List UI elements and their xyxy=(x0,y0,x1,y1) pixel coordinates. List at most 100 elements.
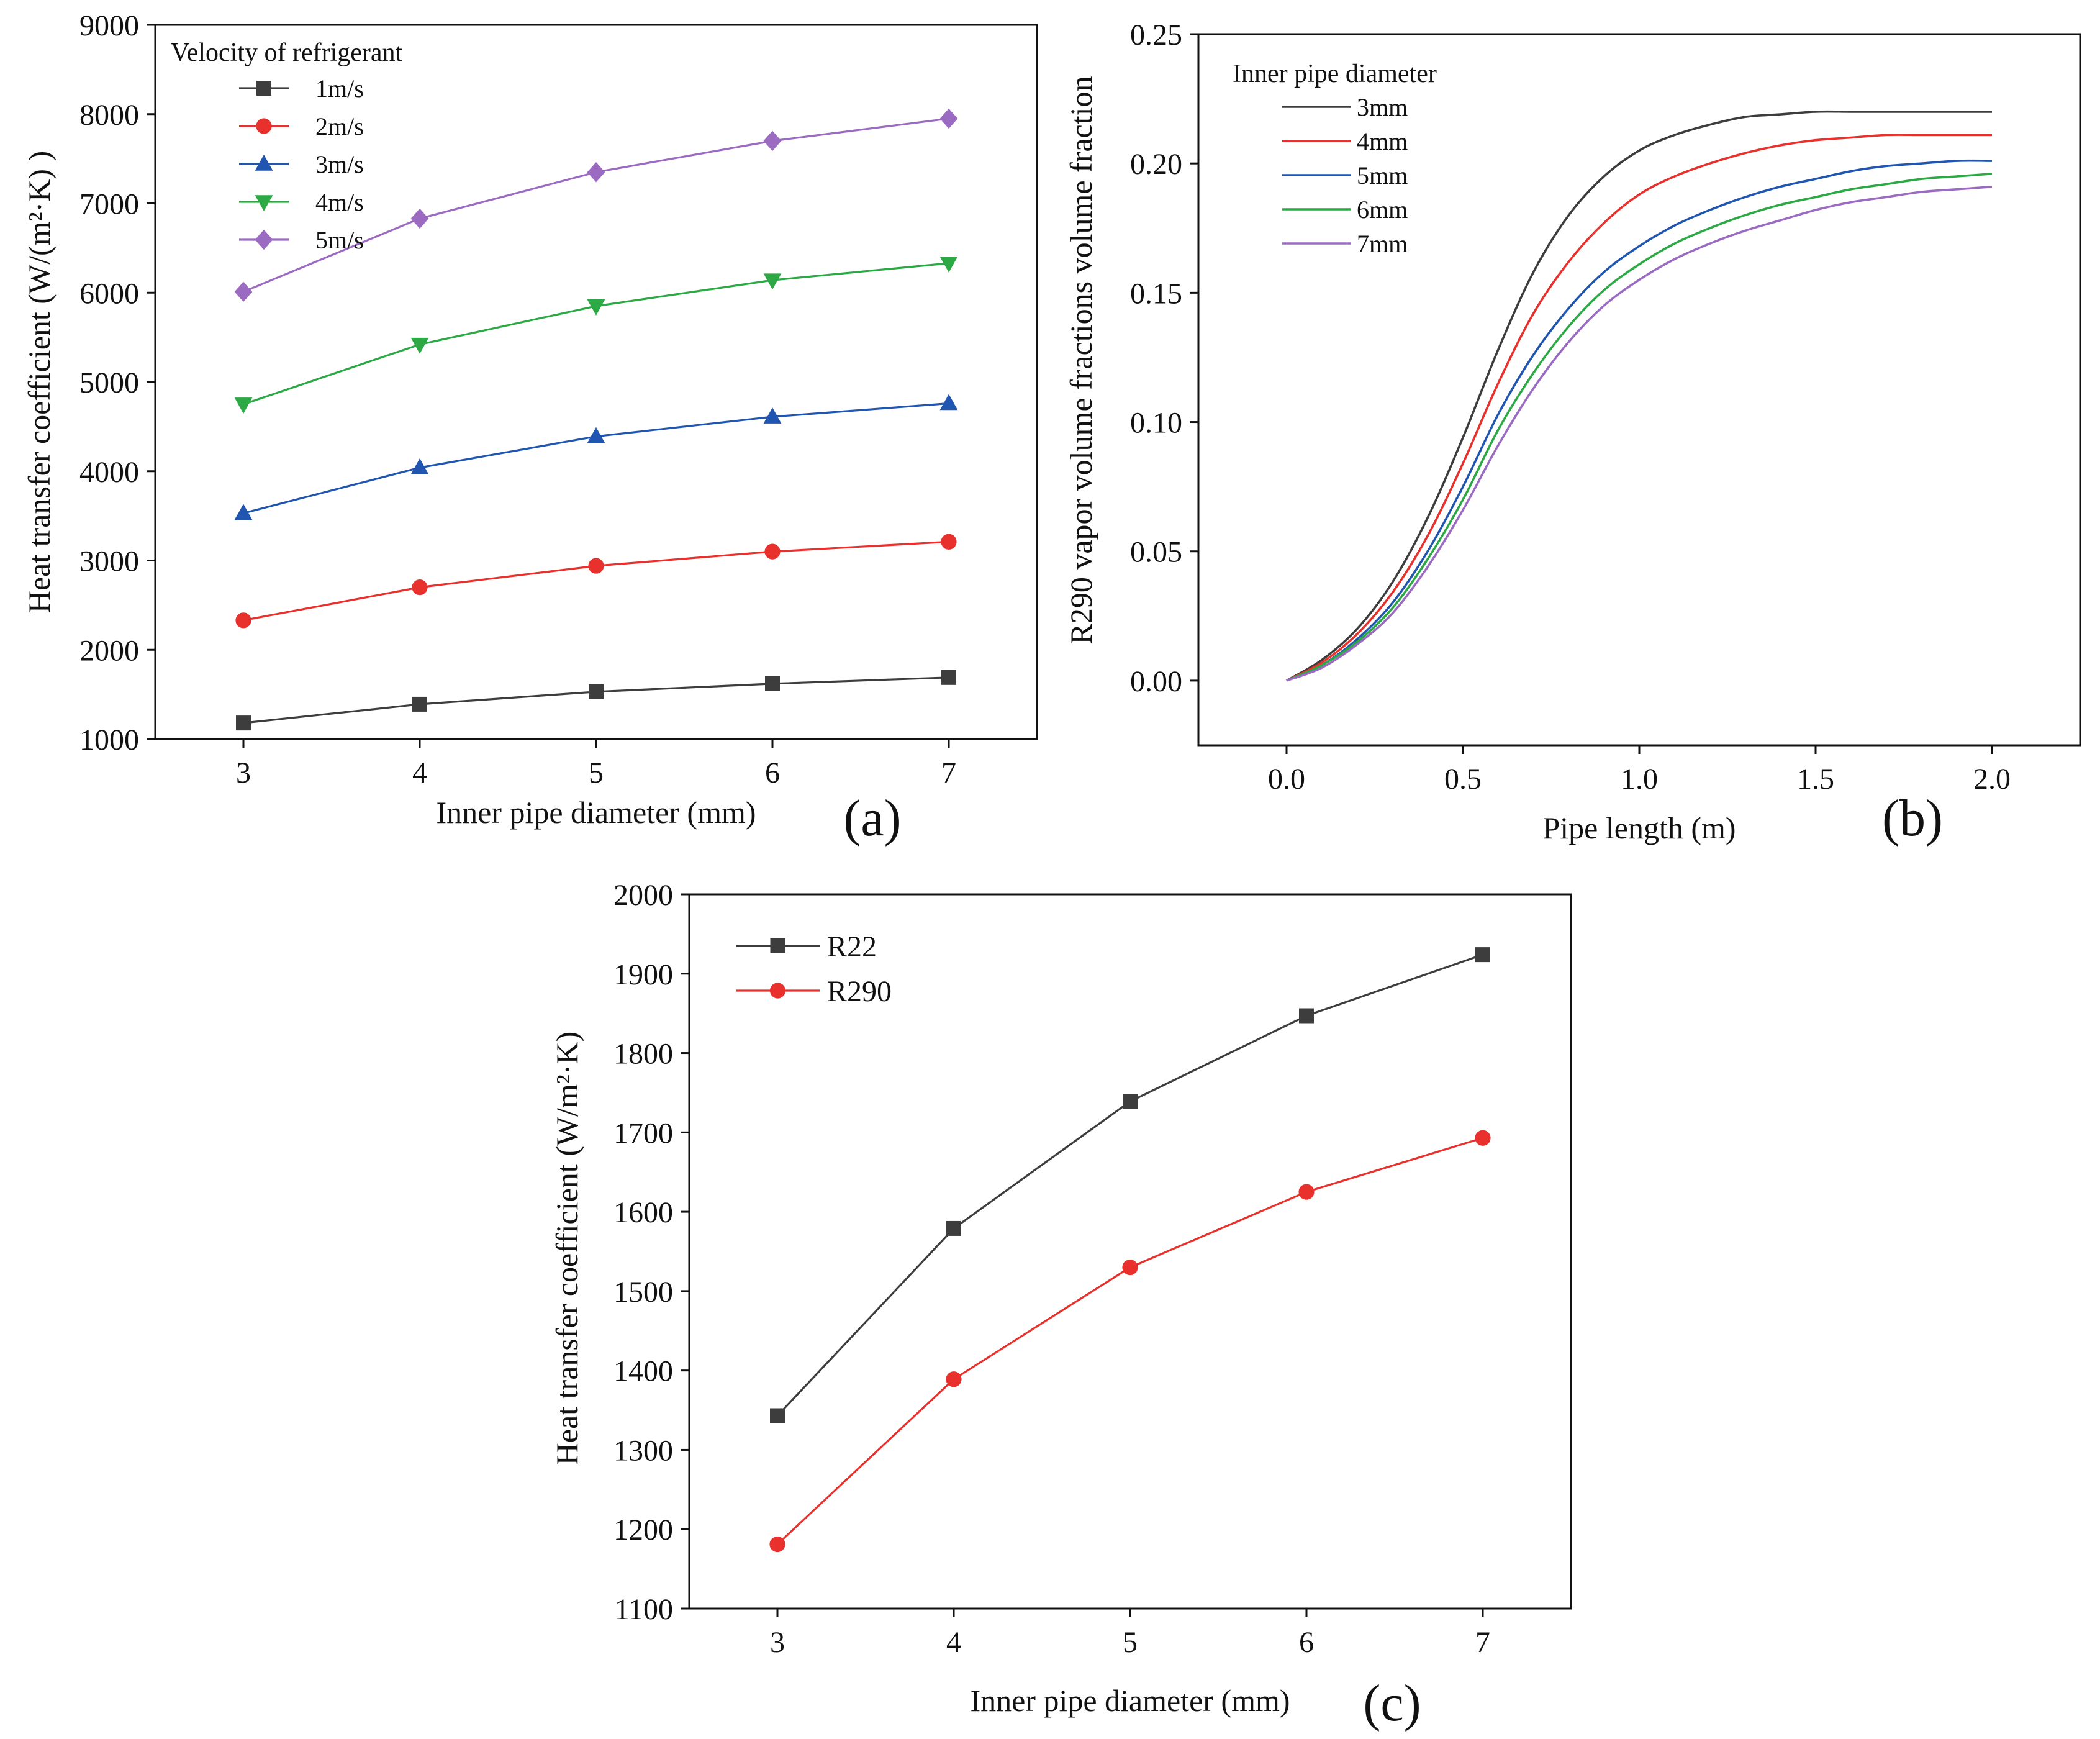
data-point-2m/s xyxy=(764,543,781,560)
data-point-4m/s xyxy=(763,273,782,290)
legend-label-2m/s: 2m/s xyxy=(315,112,364,140)
legend-label-3m/s: 3m/s xyxy=(315,150,364,178)
legend-label-R290: R290 xyxy=(827,975,892,1008)
data-point-2m/s xyxy=(588,558,604,574)
chart-a-ylabel: Heat transfer coefficient (W/(m²·K) ) xyxy=(22,151,57,613)
x-tick-label: 1.5 xyxy=(1797,763,1834,796)
data-point-R290 xyxy=(1298,1184,1315,1200)
chart-c-xlabel: Inner pipe diameter (mm) xyxy=(970,1683,1290,1718)
series-line-3mm xyxy=(1286,110,1992,682)
chart-b-panel-label: (b) xyxy=(1882,789,1943,847)
chart-a-legend-title: Velocity of refrigerant xyxy=(171,39,402,67)
data-point-1m/s xyxy=(412,696,427,712)
y-tick-label: 1500 xyxy=(613,1276,673,1309)
legend-label-4m/s: 4m/s xyxy=(315,188,364,216)
x-tick-label: 0.5 xyxy=(1444,763,1482,796)
y-tick-label: 0.20 xyxy=(1130,148,1182,181)
data-point-2m/s xyxy=(412,579,428,596)
data-point-R22 xyxy=(1299,1008,1314,1024)
y-tick-label: 1100 xyxy=(615,1593,673,1626)
data-point-4m/s xyxy=(234,397,253,414)
data-point-3m/s xyxy=(234,504,253,520)
chart-c-panel-label: (c) xyxy=(1363,1674,1421,1732)
legend-label-5m/s: 5m/s xyxy=(315,226,364,254)
legend-marker-3m/s xyxy=(255,155,273,171)
data-point-2m/s xyxy=(941,534,957,550)
y-tick-label: 9000 xyxy=(79,9,139,42)
legend-marker-4m/s xyxy=(255,195,273,211)
chart-b-xlabel: Pipe length (m) xyxy=(1542,810,1736,845)
data-point-1m/s xyxy=(589,684,604,699)
legend-label-6mm: 6mm xyxy=(1357,196,1408,224)
y-tick-label: 1300 xyxy=(613,1434,673,1467)
data-point-3m/s xyxy=(763,407,782,424)
data-point-5m/s xyxy=(939,108,958,129)
series-line-R290 xyxy=(776,1137,1483,1545)
data-point-3m/s xyxy=(410,458,429,474)
y-tick-label: 8000 xyxy=(79,99,139,132)
series-line-5mm xyxy=(1286,159,1993,682)
chart-b-legend-title: Inner pipe diameter xyxy=(1233,60,1437,88)
x-tick-label: 0.0 xyxy=(1268,763,1305,796)
y-tick-label: 4000 xyxy=(79,456,139,489)
series-line-2m/s xyxy=(243,540,949,622)
x-tick-label: 7 xyxy=(1475,1626,1490,1659)
chart-c-ylabel: Heat transfer coefficient (W/m²·K) xyxy=(550,1032,584,1465)
data-point-1m/s xyxy=(941,670,956,685)
data-point-R290 xyxy=(946,1371,962,1387)
data-point-1m/s xyxy=(765,676,780,691)
legend-label-4mm: 4mm xyxy=(1357,127,1408,155)
chart-b-ylabel: R290 vapor volume fractions volume fract… xyxy=(1064,76,1098,644)
x-tick-label: 6 xyxy=(765,756,780,789)
data-point-3m/s xyxy=(587,427,605,443)
y-tick-label: 0.00 xyxy=(1130,665,1182,698)
y-tick-label: 0.15 xyxy=(1130,277,1182,310)
chart-a-plot-frame xyxy=(154,24,1038,740)
y-tick-label: 1200 xyxy=(613,1514,673,1546)
data-point-3m/s xyxy=(939,394,958,411)
data-point-R290 xyxy=(769,1536,785,1553)
data-point-5m/s xyxy=(763,130,782,152)
legend-marker-R290 xyxy=(769,983,786,999)
legend-marker-5m/s xyxy=(255,229,273,250)
chart-b: 0.0 0.5 1.0 1.5 2.00.000.050.100.150.200.25 … xyxy=(1064,19,2081,847)
data-point-R290 xyxy=(1122,1259,1138,1276)
data-point-R22 xyxy=(770,1408,785,1423)
legend-label-3mm: 3mm xyxy=(1357,93,1408,121)
chart-c: 3 4 5 6 7 1100 1200 1300 1400 1500 1600 1700 1800 190… xyxy=(550,879,1572,1732)
y-tick-label: 0.10 xyxy=(1130,407,1182,440)
data-point-5m/s xyxy=(410,208,429,229)
y-tick-label: 1900 xyxy=(613,958,673,991)
legend-marker-R22 xyxy=(770,938,785,953)
x-tick-label: 5 xyxy=(589,756,604,789)
data-point-4m/s xyxy=(587,299,605,316)
chart-a: 3 4 5 6 7 1000 2000 3000 4000 5000 6000 7000 8000 900… xyxy=(22,9,1038,847)
y-tick-label: 0.25 xyxy=(1130,19,1182,52)
series-line-4m/s xyxy=(243,262,949,406)
x-tick-label: 1.0 xyxy=(1621,763,1658,796)
legend-marker-2m/s xyxy=(256,118,272,134)
y-tick-label: 1000 xyxy=(79,724,139,756)
y-tick-label: 1600 xyxy=(613,1196,673,1229)
data-point-4m/s xyxy=(939,257,958,273)
series-line-4mm xyxy=(1286,134,1992,682)
x-tick-label: 4 xyxy=(412,756,427,789)
data-point-R290 xyxy=(1475,1130,1491,1146)
chart-a-xlabel: Inner pipe diameter (mm) xyxy=(436,795,756,830)
data-point-5m/s xyxy=(234,281,253,302)
y-tick-label: 3000 xyxy=(79,545,139,578)
data-point-5m/s xyxy=(587,161,605,183)
y-tick-label: 1800 xyxy=(613,1038,673,1071)
x-tick-label: 6 xyxy=(1299,1626,1314,1659)
series-line-7mm xyxy=(1286,185,1993,682)
chart-c-plot-frame xyxy=(688,893,1572,1610)
y-tick-label: 2000 xyxy=(613,879,673,912)
data-point-4m/s xyxy=(410,337,429,354)
series-line-3m/s xyxy=(243,402,949,514)
legend-label-1m/s: 1m/s xyxy=(315,75,364,102)
data-point-R22 xyxy=(946,1220,961,1236)
data-point-R22 xyxy=(1475,947,1490,963)
y-tick-label: 1400 xyxy=(613,1355,673,1388)
chart-a-panel-label: (a) xyxy=(843,789,901,847)
